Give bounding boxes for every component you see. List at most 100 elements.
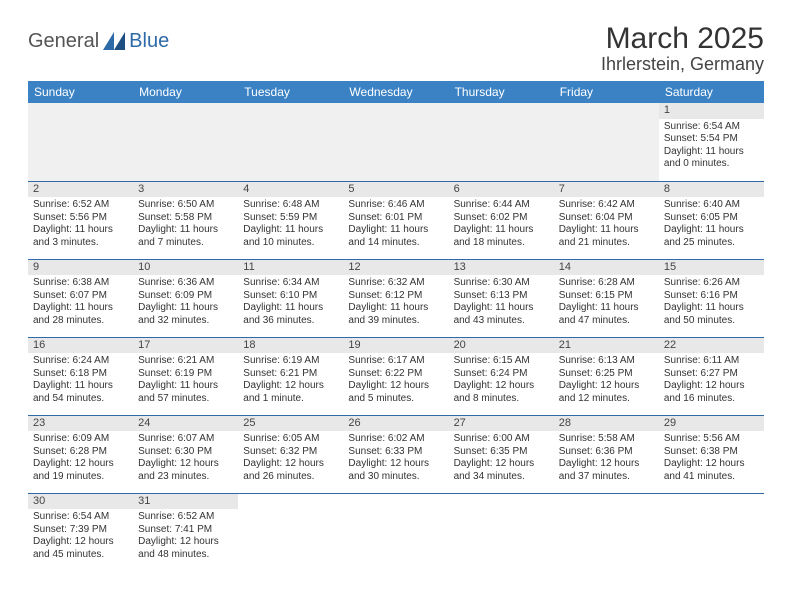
sunrise-text: Sunrise: 6:24 AM xyxy=(33,355,128,368)
sunset-text: Sunset: 5:59 PM xyxy=(243,212,338,225)
daylight-text: Daylight: 11 hours and 25 minutes. xyxy=(664,224,759,249)
day-number: 21 xyxy=(554,338,659,354)
daylight-text: Daylight: 12 hours and 1 minute. xyxy=(243,380,338,405)
sunrise-text: Sunrise: 6:11 AM xyxy=(664,355,759,368)
sunset-text: Sunset: 6:07 PM xyxy=(33,290,128,303)
calendar-week: 16Sunrise: 6:24 AMSunset: 6:18 PMDayligh… xyxy=(28,337,764,415)
daylight-text: Daylight: 11 hours and 14 minutes. xyxy=(348,224,443,249)
day-number: 25 xyxy=(238,416,343,432)
logo-text-general: General xyxy=(28,30,99,53)
day-header: Monday xyxy=(133,81,238,103)
daylight-text: Daylight: 12 hours and 12 minutes. xyxy=(559,380,654,405)
calendar-week: 9Sunrise: 6:38 AMSunset: 6:07 PMDaylight… xyxy=(28,259,764,337)
sunset-text: Sunset: 6:22 PM xyxy=(348,368,443,381)
calendar-cell xyxy=(449,103,554,181)
day-header: Wednesday xyxy=(343,81,448,103)
calendar-cell xyxy=(449,493,554,571)
day-number: 31 xyxy=(133,494,238,510)
calendar-cell xyxy=(28,103,133,181)
day-number: 1 xyxy=(659,103,764,119)
calendar-cell xyxy=(238,103,343,181)
sunset-text: Sunset: 6:01 PM xyxy=(348,212,443,225)
calendar-cell: 1Sunrise: 6:54 AMSunset: 5:54 PMDaylight… xyxy=(659,103,764,181)
sunset-text: Sunset: 6:21 PM xyxy=(243,368,338,381)
sunset-text: Sunset: 6:02 PM xyxy=(454,212,549,225)
calendar-week: 30Sunrise: 6:54 AMSunset: 7:39 PMDayligh… xyxy=(28,493,764,571)
sunset-text: Sunset: 6:13 PM xyxy=(454,290,549,303)
sunset-text: Sunset: 7:39 PM xyxy=(33,524,128,537)
calendar-cell: 29Sunrise: 5:56 AMSunset: 6:38 PMDayligh… xyxy=(659,415,764,493)
sunset-text: Sunset: 6:30 PM xyxy=(138,446,233,459)
day-number: 2 xyxy=(28,182,133,198)
logo: General Blue xyxy=(28,22,169,53)
calendar-cell: 24Sunrise: 6:07 AMSunset: 6:30 PMDayligh… xyxy=(133,415,238,493)
calendar-week: 2Sunrise: 6:52 AMSunset: 5:56 PMDaylight… xyxy=(28,181,764,259)
calendar-cell: 23Sunrise: 6:09 AMSunset: 6:28 PMDayligh… xyxy=(28,415,133,493)
sunset-text: Sunset: 6:15 PM xyxy=(559,290,654,303)
daylight-text: Daylight: 11 hours and 39 minutes. xyxy=(348,302,443,327)
header-right: March 2025 Ihrlerstein, Germany xyxy=(601,22,764,75)
sunset-text: Sunset: 6:09 PM xyxy=(138,290,233,303)
sunrise-text: Sunrise: 6:28 AM xyxy=(559,277,654,290)
calendar-cell xyxy=(554,103,659,181)
daylight-text: Daylight: 12 hours and 41 minutes. xyxy=(664,458,759,483)
calendar-cell: 9Sunrise: 6:38 AMSunset: 6:07 PMDaylight… xyxy=(28,259,133,337)
sunrise-text: Sunrise: 6:40 AM xyxy=(664,199,759,212)
day-number: 13 xyxy=(449,260,554,276)
sunrise-text: Sunrise: 6:46 AM xyxy=(348,199,443,212)
calendar-cell: 5Sunrise: 6:46 AMSunset: 6:01 PMDaylight… xyxy=(343,181,448,259)
sunrise-text: Sunrise: 6:21 AM xyxy=(138,355,233,368)
calendar-cell: 11Sunrise: 6:34 AMSunset: 6:10 PMDayligh… xyxy=(238,259,343,337)
daylight-text: Daylight: 11 hours and 18 minutes. xyxy=(454,224,549,249)
daylight-text: Daylight: 11 hours and 32 minutes. xyxy=(138,302,233,327)
sunset-text: Sunset: 6:10 PM xyxy=(243,290,338,303)
sunrise-text: Sunrise: 6:50 AM xyxy=(138,199,233,212)
calendar-cell xyxy=(133,103,238,181)
calendar-cell: 8Sunrise: 6:40 AMSunset: 6:05 PMDaylight… xyxy=(659,181,764,259)
calendar-week: 1Sunrise: 6:54 AMSunset: 5:54 PMDaylight… xyxy=(28,103,764,181)
sunset-text: Sunset: 6:36 PM xyxy=(559,446,654,459)
daylight-text: Daylight: 11 hours and 28 minutes. xyxy=(33,302,128,327)
sunrise-text: Sunrise: 6:48 AM xyxy=(243,199,338,212)
sunset-text: Sunset: 6:33 PM xyxy=(348,446,443,459)
calendar-body: 1Sunrise: 6:54 AMSunset: 5:54 PMDaylight… xyxy=(28,103,764,571)
calendar-cell: 10Sunrise: 6:36 AMSunset: 6:09 PMDayligh… xyxy=(133,259,238,337)
calendar-table: SundayMondayTuesdayWednesdayThursdayFrid… xyxy=(28,81,764,571)
daylight-text: Daylight: 11 hours and 47 minutes. xyxy=(559,302,654,327)
sunset-text: Sunset: 7:41 PM xyxy=(138,524,233,537)
page-header: General Blue March 2025 Ihrlerstein, Ger… xyxy=(28,22,764,75)
day-number: 18 xyxy=(238,338,343,354)
day-number: 6 xyxy=(449,182,554,198)
daylight-text: Daylight: 12 hours and 30 minutes. xyxy=(348,458,443,483)
day-number: 7 xyxy=(554,182,659,198)
daylight-text: Daylight: 12 hours and 23 minutes. xyxy=(138,458,233,483)
daylight-text: Daylight: 12 hours and 5 minutes. xyxy=(348,380,443,405)
day-number: 23 xyxy=(28,416,133,432)
day-number: 27 xyxy=(449,416,554,432)
calendar-cell: 20Sunrise: 6:15 AMSunset: 6:24 PMDayligh… xyxy=(449,337,554,415)
sunrise-text: Sunrise: 6:09 AM xyxy=(33,433,128,446)
calendar-cell: 6Sunrise: 6:44 AMSunset: 6:02 PMDaylight… xyxy=(449,181,554,259)
day-number: 4 xyxy=(238,182,343,198)
daylight-text: Daylight: 11 hours and 57 minutes. xyxy=(138,380,233,405)
daylight-text: Daylight: 11 hours and 7 minutes. xyxy=(138,224,233,249)
sunrise-text: Sunrise: 6:07 AM xyxy=(138,433,233,446)
sunrise-text: Sunrise: 5:56 AM xyxy=(664,433,759,446)
daylight-text: Daylight: 12 hours and 48 minutes. xyxy=(138,536,233,561)
sunset-text: Sunset: 6:38 PM xyxy=(664,446,759,459)
sunset-text: Sunset: 6:19 PM xyxy=(138,368,233,381)
title-month: March 2025 xyxy=(601,22,764,56)
day-number: 14 xyxy=(554,260,659,276)
daylight-text: Daylight: 12 hours and 8 minutes. xyxy=(454,380,549,405)
daylight-text: Daylight: 11 hours and 10 minutes. xyxy=(243,224,338,249)
sunrise-text: Sunrise: 6:36 AM xyxy=(138,277,233,290)
day-number: 28 xyxy=(554,416,659,432)
calendar-cell xyxy=(659,493,764,571)
calendar-cell: 2Sunrise: 6:52 AMSunset: 5:56 PMDaylight… xyxy=(28,181,133,259)
sunset-text: Sunset: 6:25 PM xyxy=(559,368,654,381)
calendar-cell: 31Sunrise: 6:52 AMSunset: 7:41 PMDayligh… xyxy=(133,493,238,571)
calendar-week: 23Sunrise: 6:09 AMSunset: 6:28 PMDayligh… xyxy=(28,415,764,493)
day-number: 5 xyxy=(343,182,448,198)
daylight-text: Daylight: 11 hours and 21 minutes. xyxy=(559,224,654,249)
daylight-text: Daylight: 11 hours and 50 minutes. xyxy=(664,302,759,327)
